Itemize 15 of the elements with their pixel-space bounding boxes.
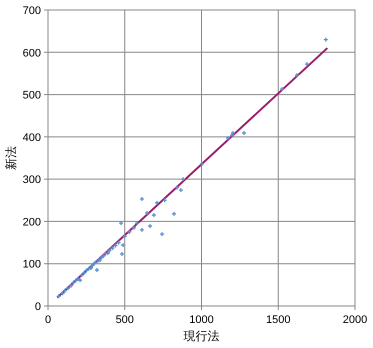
x-tick-label: 1000 — [189, 314, 214, 326]
y-tick-label: 600 — [22, 47, 41, 60]
x-axis-title: 現行法 — [184, 329, 220, 343]
x-tick-label: 500 — [116, 314, 134, 326]
y-tick-label: 500 — [22, 90, 41, 102]
y-axis-title: 新法 — [4, 146, 18, 170]
y-tick-label: 300 — [22, 174, 41, 186]
x-tick-label: 0 — [44, 314, 52, 326]
y-tick-label: 400 — [22, 132, 41, 144]
y-tick-label: 0 — [34, 301, 41, 313]
x-tick-label: 1500 — [266, 314, 290, 326]
x-tick-label: 2000 — [342, 314, 368, 326]
y-tick-label: 700 — [22, 5, 41, 17]
y-tick-label: 200 — [22, 216, 41, 228]
y-tick-label: 100 — [22, 258, 41, 271]
